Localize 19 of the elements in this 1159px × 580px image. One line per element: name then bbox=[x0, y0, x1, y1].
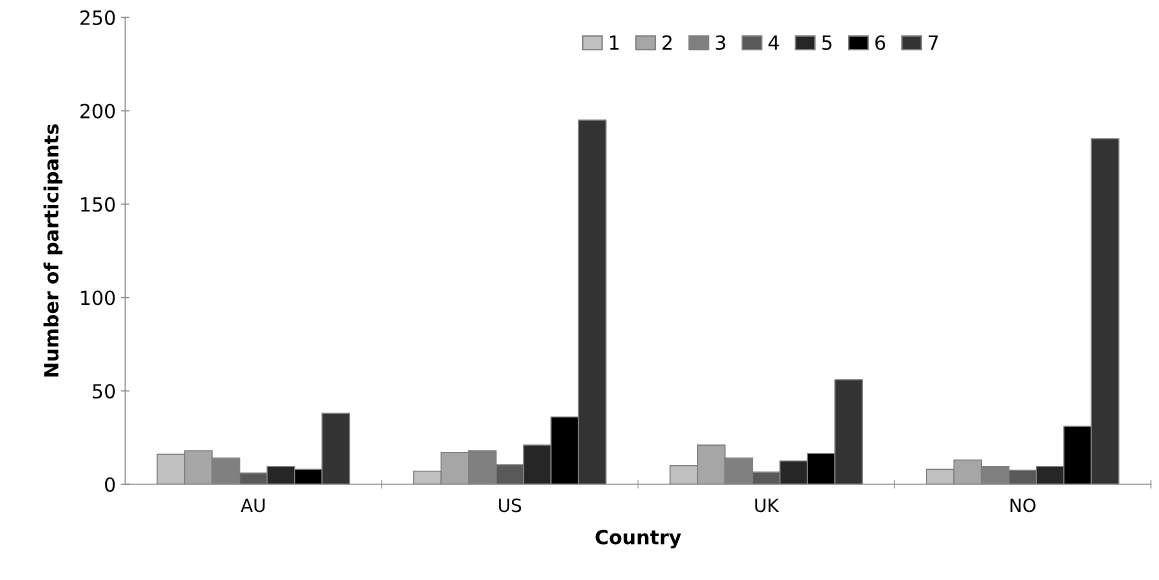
x-tick-label: AU bbox=[240, 498, 265, 513]
x-tick-label: UK bbox=[755, 498, 780, 513]
y-tick-label: 0 bbox=[105, 477, 115, 492]
y-tick-label: 50 bbox=[92, 383, 115, 399]
legend-label: 6 bbox=[875, 35, 886, 50]
y-tick-label: 150 bbox=[81, 197, 115, 212]
x-tick-label: NO bbox=[1010, 498, 1036, 513]
y-axis-title: Number of participants bbox=[43, 124, 63, 377]
y-tick-label: 100 bbox=[81, 290, 115, 306]
legend-label: 1 bbox=[610, 35, 619, 50]
legend-label: 2 bbox=[662, 35, 672, 50]
x-axis-title: Country bbox=[595, 529, 682, 549]
legend-label: 5 bbox=[822, 35, 832, 50]
legend-label: 7 bbox=[928, 35, 938, 50]
y-tick-label: 200 bbox=[80, 103, 115, 119]
y-tick-label: 250 bbox=[80, 10, 115, 26]
legend-label: 3 bbox=[715, 35, 726, 50]
legend-label: 4 bbox=[768, 35, 779, 50]
x-tick-label: US bbox=[499, 498, 522, 513]
